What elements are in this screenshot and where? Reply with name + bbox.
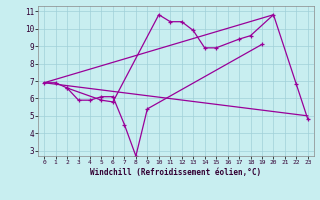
X-axis label: Windchill (Refroidissement éolien,°C): Windchill (Refroidissement éolien,°C): [91, 168, 261, 177]
